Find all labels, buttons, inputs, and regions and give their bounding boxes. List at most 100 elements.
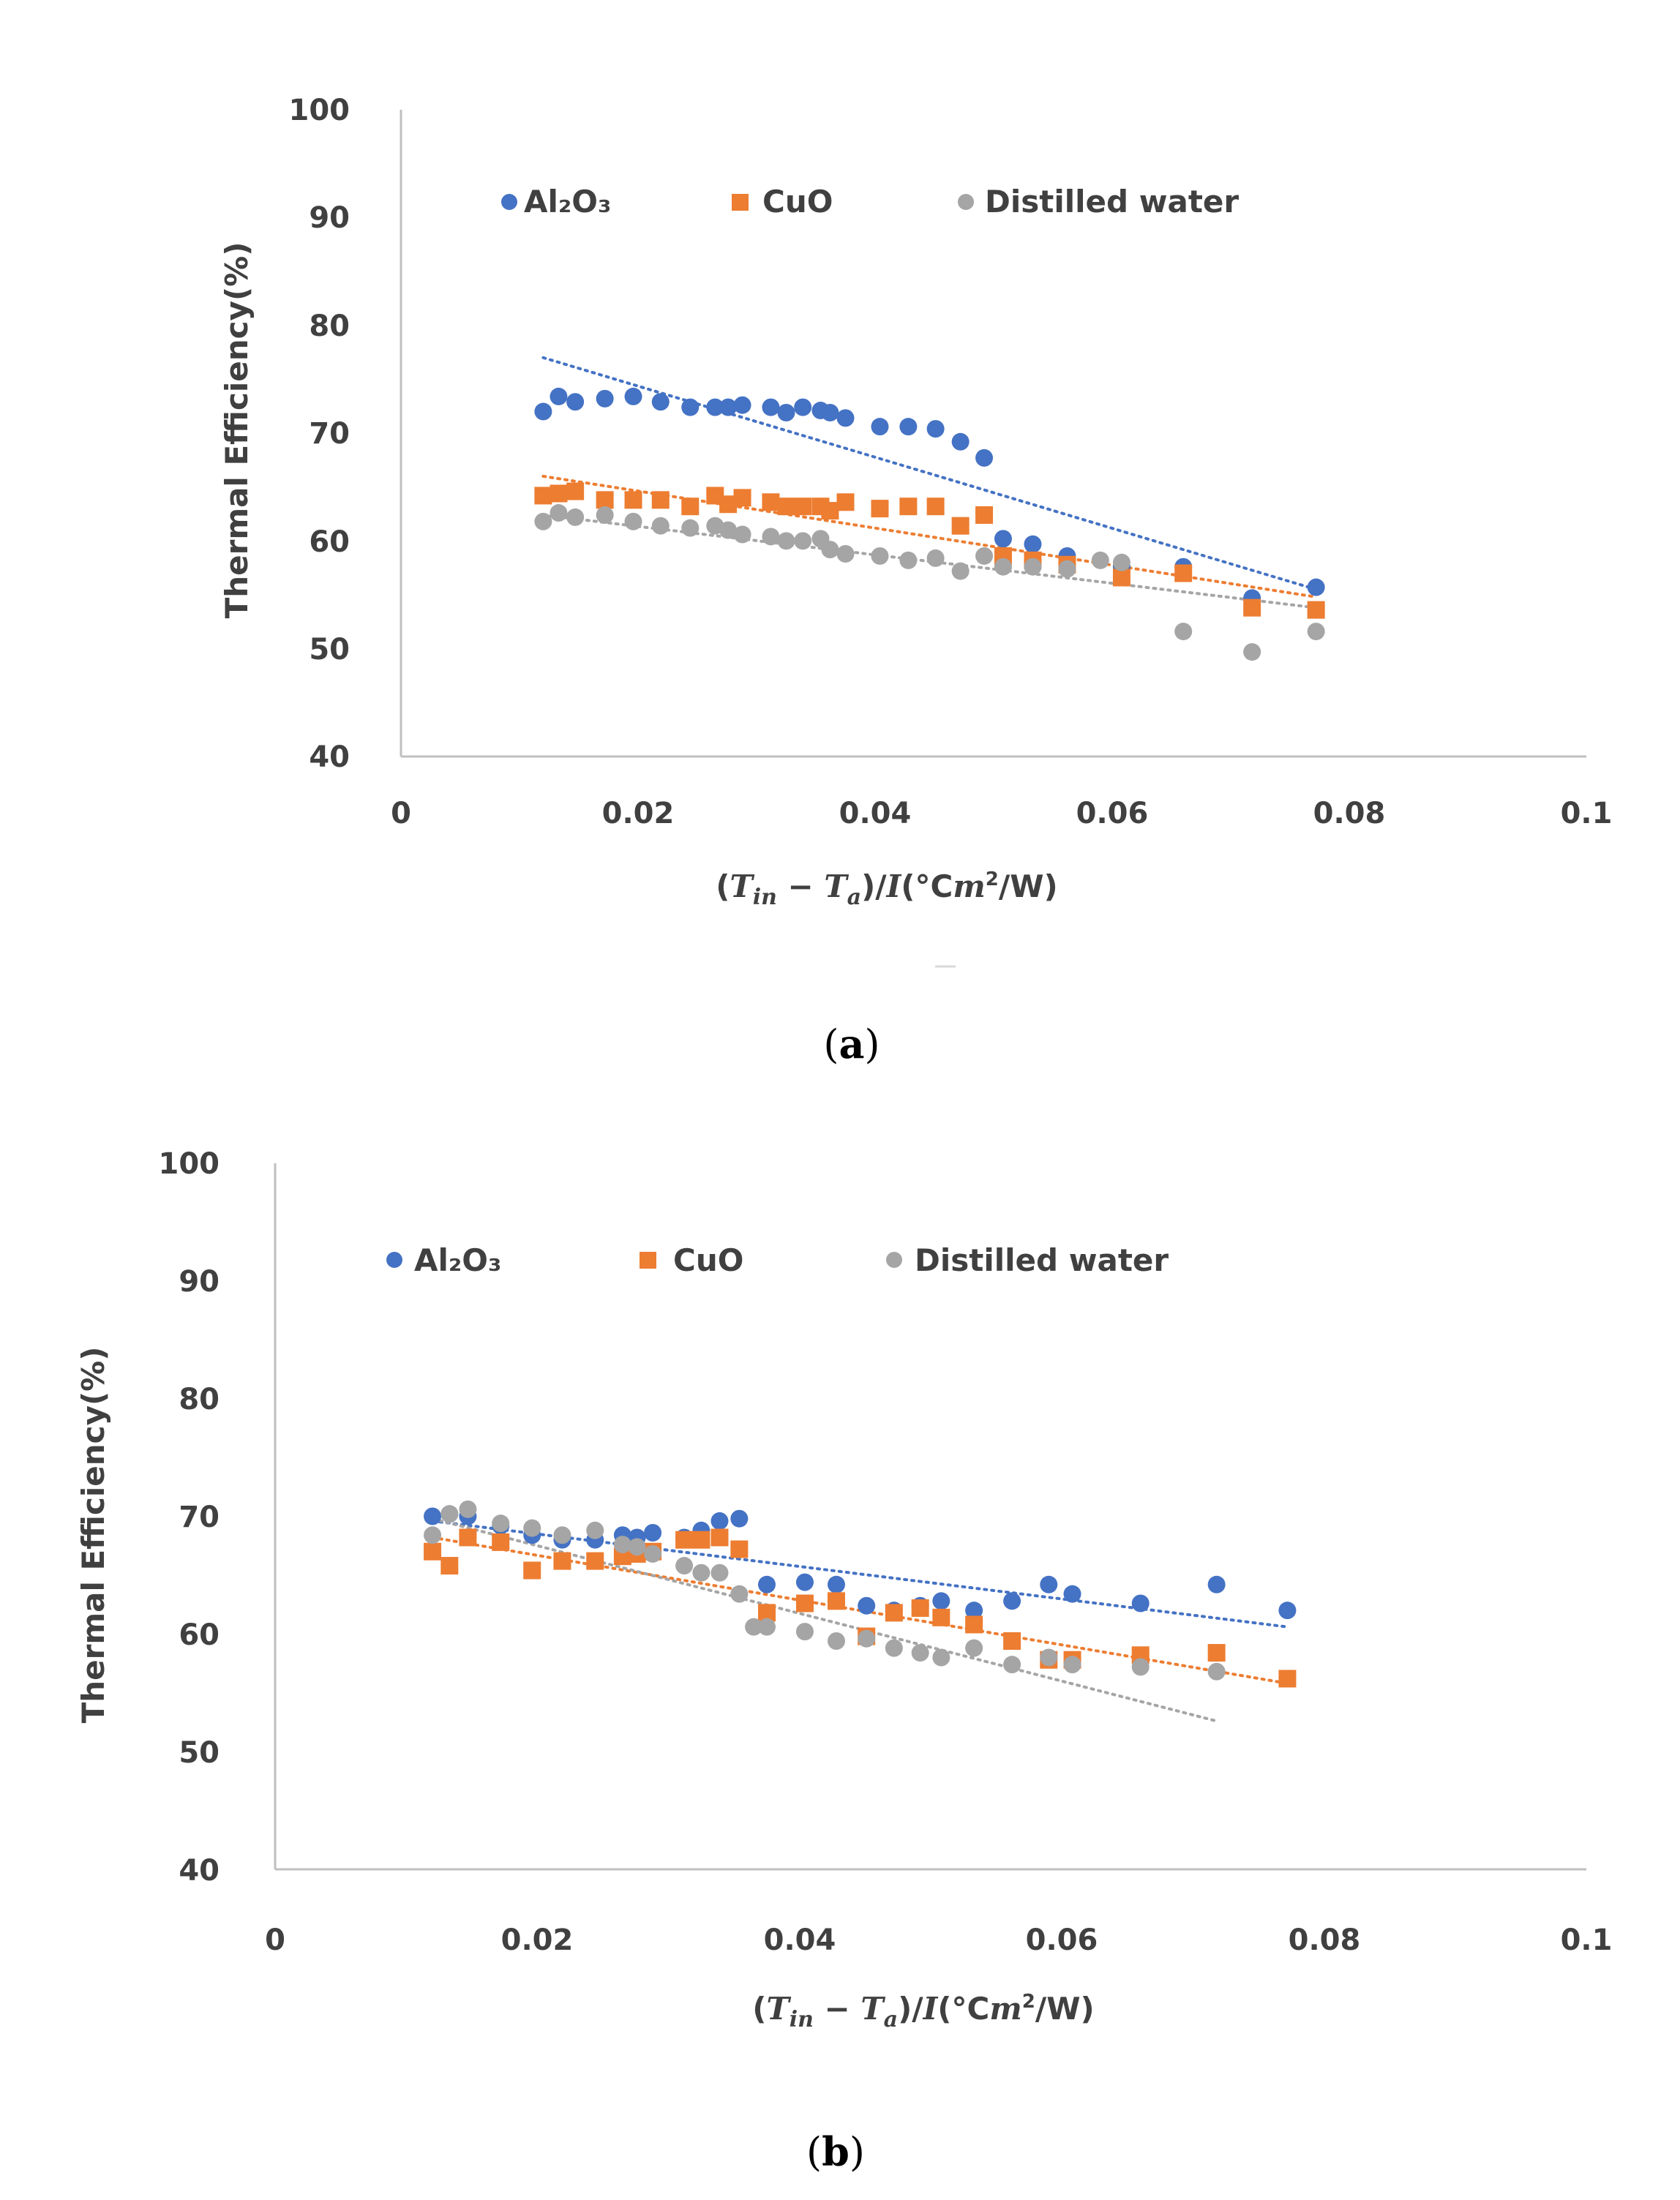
data-point-al2o3 [1131,1594,1150,1613]
data-point-cuo [1174,564,1193,582]
data-point-distilled-water [424,1526,442,1544]
data-point-al2o3 [795,1573,814,1591]
data-point-al2o3 [1003,1592,1021,1610]
data-point-al2o3 [1040,1575,1058,1593]
data-point-al2o3 [710,1512,729,1530]
data-point-distilled-water [777,532,795,550]
data-point-cuo [951,517,970,535]
chart-panel-a: 40 50 60 70 80 90 100 0 0.02 0.04 0.06 0… [219,94,1612,910]
x-tick-labels: 0 0.02 0.04 0.06 0.08 0.1 [391,797,1612,830]
data-point-distilled-water [1174,623,1193,641]
data-point-cuo [681,498,700,516]
y-tick-label: 40 [179,1854,220,1888]
data-point-cuo [899,498,918,516]
data-point-distilled-water [628,1538,646,1556]
data-point-distilled-water [596,506,614,524]
data-point-distilled-water [827,1632,845,1650]
data-point-al2o3 [706,398,724,416]
data-point-al2o3 [965,1602,983,1620]
data-point-al2o3 [899,418,918,436]
data-point-distilled-water [794,532,812,550]
data-point-al2o3 [730,1509,749,1528]
legend-label-cuo: CuO [673,1242,743,1278]
data-point-al2o3 [534,402,552,421]
data-point-distilled-water [566,508,585,526]
data-point-distilled-water [681,519,700,537]
data-point-al2o3 [424,1507,442,1525]
data-point-distilled-water [1207,1662,1226,1681]
data-point-distilled-water [1112,553,1130,571]
data-point-al2o3 [1307,578,1325,596]
y-tick-label: 40 [309,740,350,774]
legend-marker-al2o3 [501,194,517,210]
legend-label-distilled-water: Distilled water [985,184,1239,219]
y-tick-labels: 40 50 60 70 80 90 100 [159,1147,220,1888]
data-point-al2o3 [550,387,568,405]
data-point-al2o3 [871,418,889,436]
data-point-al2o3 [596,389,614,408]
data-point-distilled-water [651,517,670,535]
data-point-distilled-water [534,512,552,530]
legend-label-cuo: CuO [762,184,833,219]
data-point-distilled-water [613,1536,631,1554]
data-point-distilled-water [492,1514,510,1533]
data-point-cuo [932,1608,950,1626]
data-point-distilled-water [899,551,918,569]
data-point-al2o3 [566,393,585,411]
data-point-al2o3 [758,1575,776,1593]
data-point-distilled-water [1131,1658,1150,1676]
x-tick-label: 0.08 [1289,1923,1361,1957]
y-tick-label: 100 [289,94,350,127]
y-tick-label: 100 [159,1147,220,1181]
data-point-al2o3 [719,398,738,416]
data-point-cuo [730,1540,749,1558]
y-tick-label: 70 [179,1501,220,1534]
data-point-cuo [795,1594,814,1613]
data-point-cuo [1278,1670,1297,1688]
y-tick-label: 50 [309,633,350,667]
data-point-distilled-water [885,1639,903,1657]
y-tick-label: 90 [309,201,350,235]
x-axis-title: (Tin − Ta)/I(°Cm2/W) [752,1991,1095,2032]
data-point-distilled-water [733,525,751,544]
data-point-cuo [885,1604,903,1622]
panel-caption-a: (a) [823,1021,880,1067]
x-tick-label: 0.1 [1561,797,1613,830]
data-point-distilled-water [836,545,855,563]
data-point-distilled-water [795,1623,814,1641]
data-point-distilled-water [1040,1648,1058,1667]
data-point-distilled-water [710,1563,729,1582]
data-point-cuo [926,498,945,516]
data-point-distilled-water [932,1648,950,1667]
legend-marker-distilled-water [886,1252,902,1268]
data-point-distilled-water [858,1629,876,1648]
data-point-distilled-water [762,528,780,546]
plot-area [534,356,1325,661]
data-point-al2o3 [951,432,970,451]
data-point-al2o3 [994,530,1012,548]
x-tick-labels: 0 0.02 0.04 0.06 0.08 0.1 [265,1923,1612,1957]
y-tick-label: 80 [179,1383,220,1416]
legend-marker-cuo [732,194,749,211]
x-tick-label: 0 [265,1923,285,1957]
y-tick-label: 50 [179,1736,220,1770]
y-tick-label: 70 [309,417,350,451]
data-point-distilled-water [758,1618,776,1636]
data-point-distilled-water [459,1500,477,1518]
chart-panel-b: 40 50 60 70 80 90 100 0 0.02 0.04 0.06 0… [75,1147,1612,2032]
data-point-cuo [523,1561,541,1580]
plot-area [424,1500,1297,1723]
data-point-al2o3 [836,409,855,427]
y-tick-label: 90 [179,1265,220,1299]
data-point-cuo [911,1599,929,1617]
data-point-distilled-water [745,1618,763,1636]
x-axis-title: (Tin − Ta)/I(°Cm2/W) [716,868,1058,910]
data-point-cuo [1307,601,1325,619]
data-point-distilled-water [1058,560,1076,578]
trendline-al2o3 [541,356,1318,591]
legend-marker-cuo [640,1252,656,1269]
x-tick-label: 0.06 [1076,797,1149,830]
data-point-cuo [794,498,812,516]
x-tick-label: 0.02 [501,1923,574,1957]
data-point-distilled-water [675,1557,694,1575]
